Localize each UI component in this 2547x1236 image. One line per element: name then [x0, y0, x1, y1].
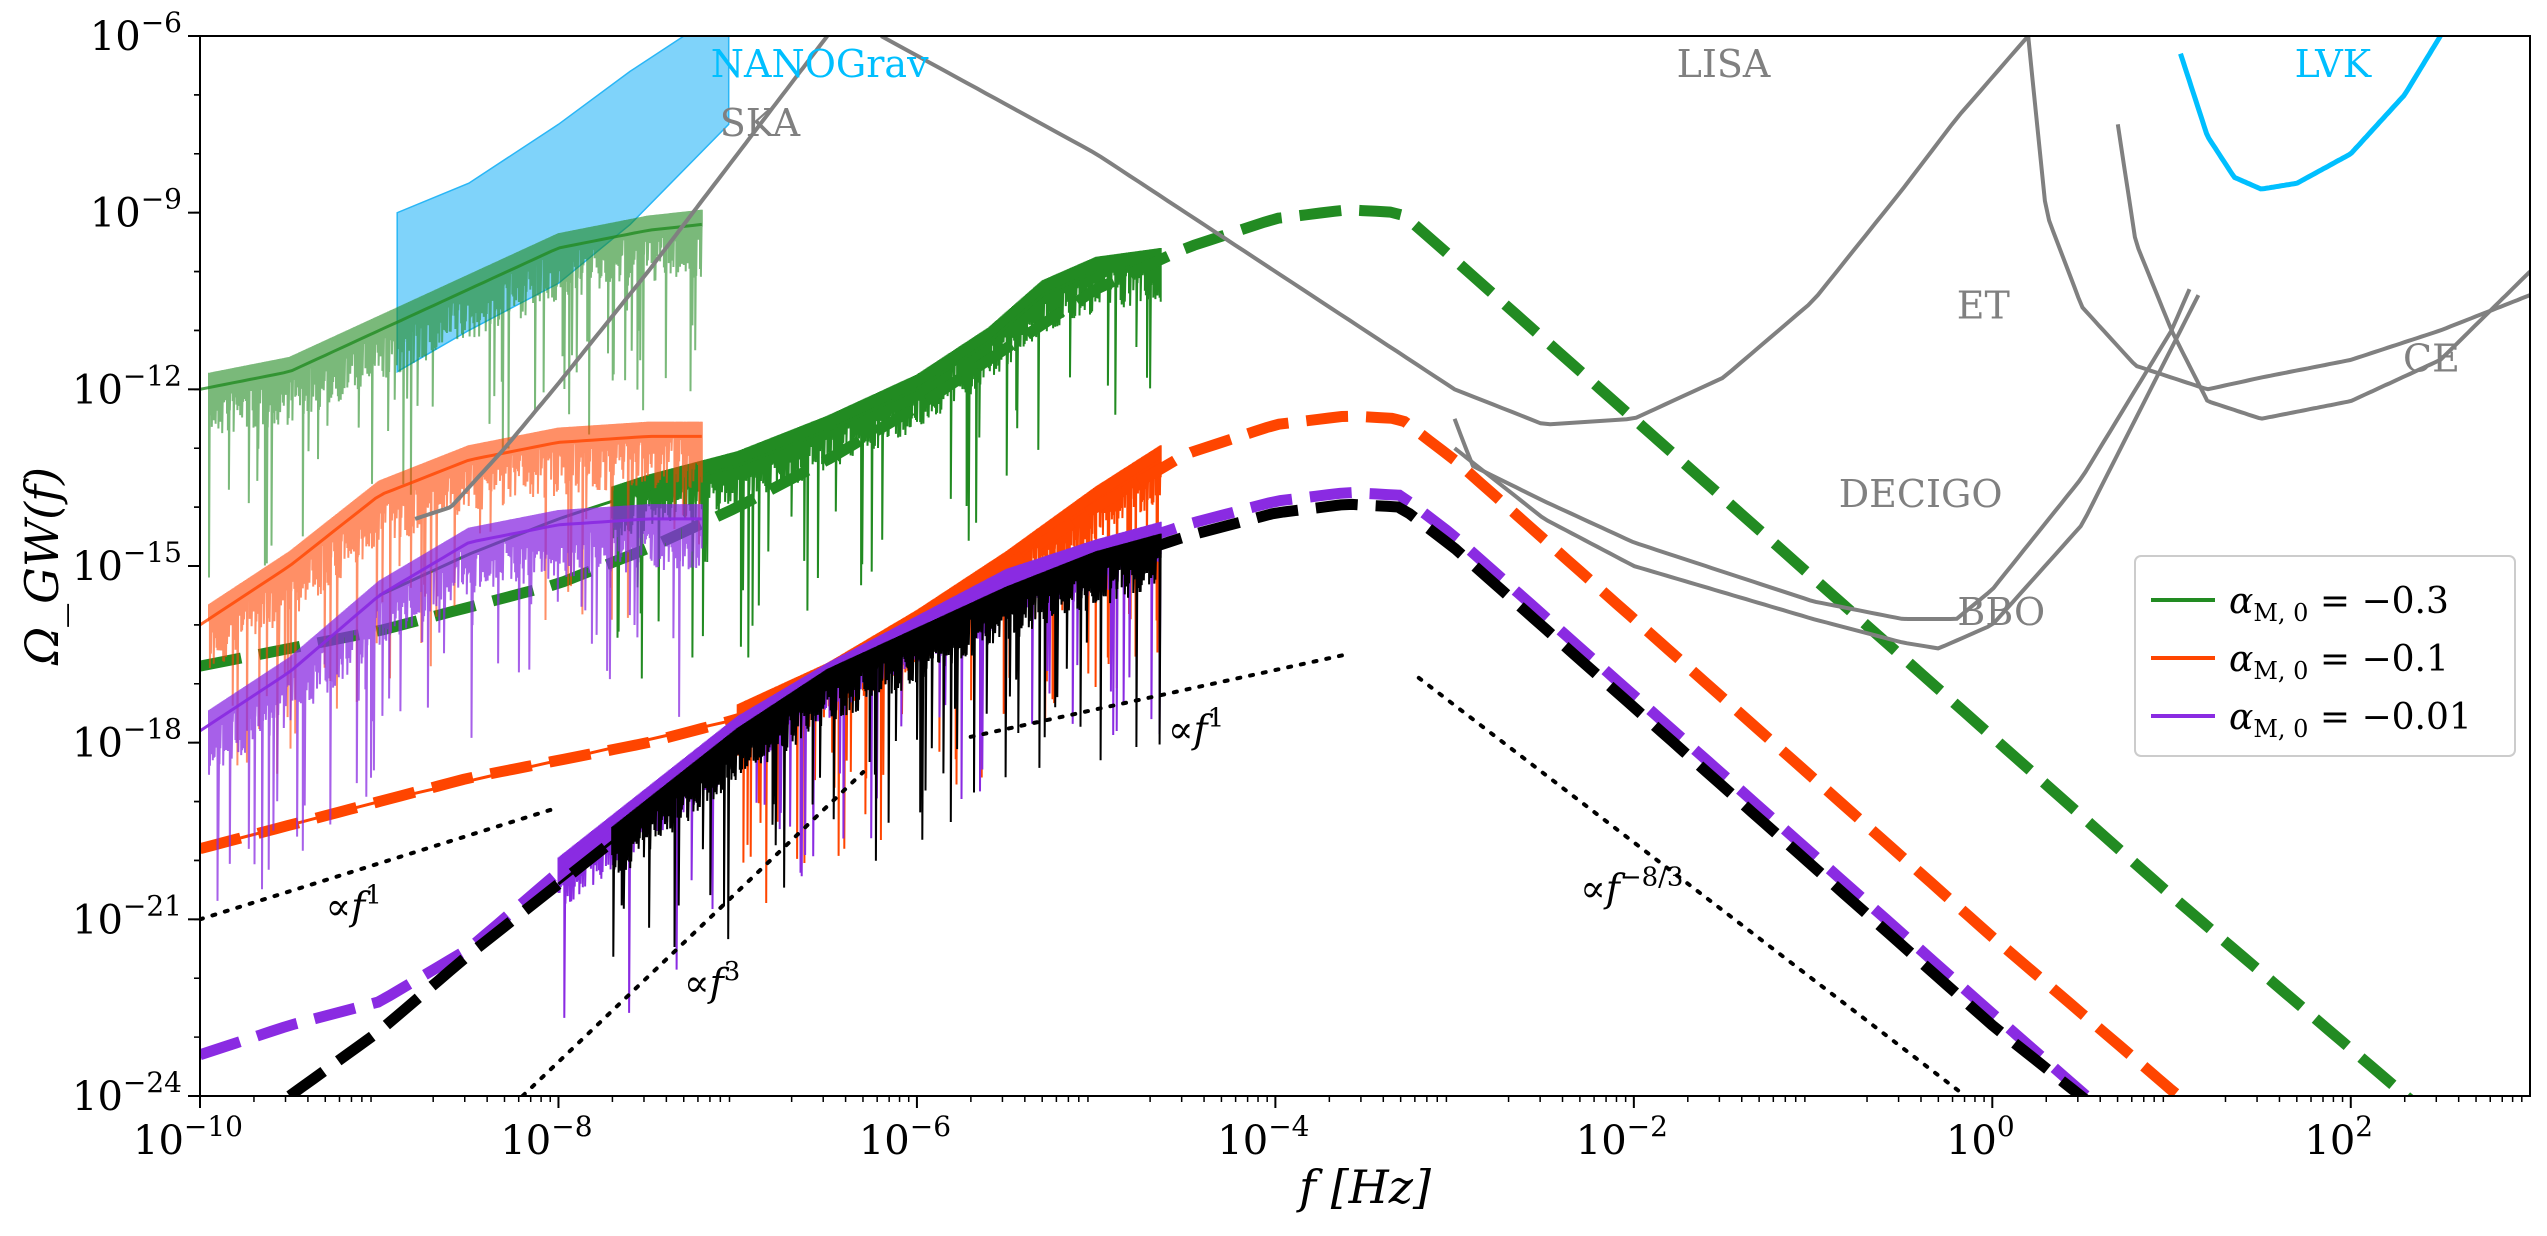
y-tick-label: 10−21	[72, 889, 182, 943]
slope-label-1: ∝f3	[684, 957, 740, 1005]
x-tick-label: 100	[1946, 1110, 2015, 1164]
slope-guide-2	[968, 652, 1350, 739]
detector-lvk-curve	[2178, 36, 2443, 192]
x-tick-label: 10−10	[133, 1110, 243, 1164]
series-0-analytic-dashed	[200, 204, 2415, 1096]
y-tick-label: 10−9	[90, 183, 182, 237]
series-3-analytic-dashed	[286, 498, 2090, 1096]
y-tick-label: 10−24	[72, 1066, 182, 1120]
legend-label-0: αM, 0 = −0.3	[2229, 581, 2449, 627]
legend-box	[2134, 555, 2516, 757]
series-1-analytic-dashed	[200, 410, 2188, 1096]
y-axis-label: Ω_GW(f)	[15, 467, 69, 666]
slope-label-3: ∝f−8/3	[1580, 863, 1683, 911]
slope-label-2: ∝f1	[1168, 704, 1224, 752]
detector-label-ce: CE	[2403, 337, 2460, 381]
x-tick-label: 10−6	[859, 1110, 951, 1164]
slope-guide-3	[1416, 675, 1968, 1096]
slope-guide-0	[200, 805, 561, 922]
detector-ce-curve	[2115, 124, 2530, 421]
x-axis-label: f [Hz]	[1296, 1160, 1431, 1214]
x-tick-label: 10−2	[1576, 1110, 1668, 1164]
detector-ska-curve	[414, 36, 829, 521]
series-0-pta-band	[208, 209, 703, 578]
series-3-mid-band	[611, 533, 1162, 957]
detector-label-nanograv: NANOGrav	[711, 42, 929, 86]
slope-label-0: ∝f1	[325, 880, 381, 928]
series-2-analytic-dashed	[200, 487, 2095, 1096]
x-tick-label: 10−4	[1217, 1110, 1309, 1164]
series-2-pta-line	[200, 517, 702, 733]
detector-et-curve	[2026, 36, 2530, 392]
series-0-pta-line	[200, 222, 702, 391]
detector-label-ska: SKA	[720, 101, 801, 145]
legend-label-1: αM, 0 = −0.1	[2229, 639, 2449, 685]
y-tick-label: 10−15	[72, 536, 182, 590]
legend-label-2: αM, 0 = −0.01	[2229, 697, 2472, 743]
slope-guide-1	[520, 770, 866, 1096]
detector-label-et: ET	[1957, 284, 2010, 328]
y-tick-label: 10−18	[72, 713, 182, 767]
detector-label-bbo: BBO	[1957, 590, 2045, 634]
detector-decigo-curve	[1452, 288, 2192, 621]
y-tick-label: 10−12	[72, 359, 182, 413]
detector-bbo-curve	[1453, 294, 2201, 651]
x-tick-label: 102	[2304, 1110, 2373, 1164]
series-0-mid-band	[611, 247, 1162, 679]
detector-lisa-curve	[880, 36, 2030, 427]
detector-label-decigo: DECIGO	[1839, 472, 2003, 516]
detector-label-lisa: LISA	[1677, 42, 1771, 86]
series-1-pta-line	[200, 434, 702, 627]
y-tick-label: 10−6	[90, 6, 182, 60]
x-tick-label: 10−8	[500, 1110, 592, 1164]
detector-label-lvk: LVK	[2295, 42, 2372, 86]
